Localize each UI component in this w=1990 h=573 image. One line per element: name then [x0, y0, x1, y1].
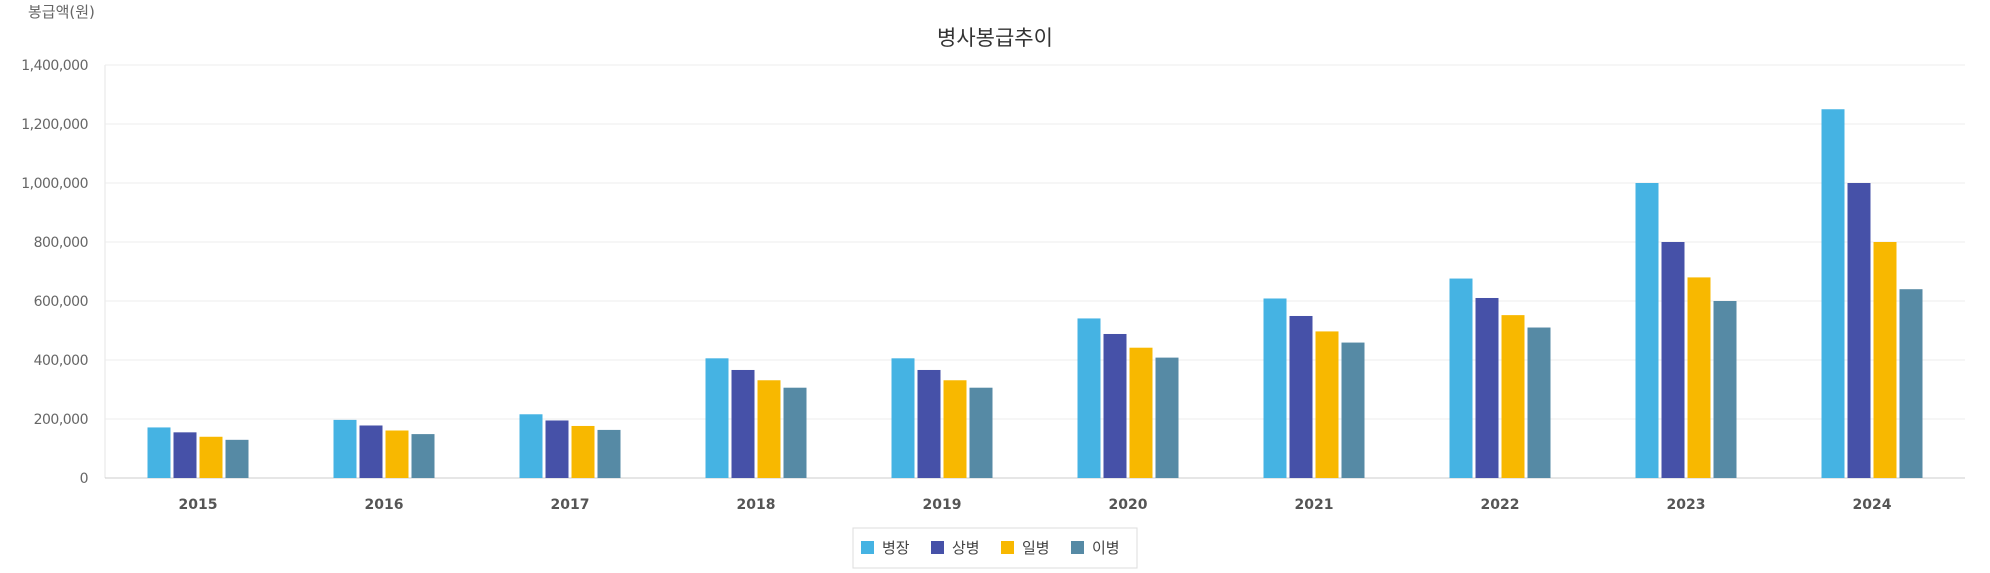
- bar-이병-2021: [1341, 342, 1365, 478]
- bar-상병-2021: [1289, 315, 1313, 478]
- chart-title: 병사봉급추이: [937, 26, 1053, 50]
- bar-병장-2016: [333, 419, 357, 478]
- x-tick-label: 2016: [365, 497, 404, 513]
- bar-일병-2024: [1873, 242, 1897, 478]
- bar-이병-2016: [411, 434, 435, 478]
- legend-label: 일병: [1022, 539, 1050, 557]
- x-tick-label: 2022: [1481, 497, 1520, 513]
- x-tick-label: 2020: [1109, 497, 1148, 513]
- legend-label: 병장: [882, 539, 910, 557]
- bar-상병-2024: [1847, 183, 1871, 478]
- bar-이병-2018: [783, 387, 807, 478]
- bar-이병-2022: [1527, 327, 1551, 478]
- x-tick-label: 2015: [179, 497, 218, 513]
- bar-이병-2023: [1713, 301, 1737, 478]
- bar-상병-2017: [545, 420, 569, 478]
- bar-상병-2019: [917, 369, 941, 478]
- y-tick-label: 600,000: [34, 294, 88, 310]
- legend-swatch-일병: [1001, 541, 1014, 554]
- bar-이병-2017: [597, 429, 621, 478]
- y-tick-label: 800,000: [34, 235, 88, 251]
- bar-상병-2023: [1661, 242, 1685, 478]
- bar-병장-2015: [147, 427, 171, 478]
- bar-일병-2016: [385, 430, 409, 478]
- bar-일병-2018: [757, 380, 781, 478]
- bar-상병-2015: [173, 432, 197, 478]
- x-tick-label: 2023: [1667, 497, 1706, 513]
- bar-일병-2017: [571, 425, 595, 478]
- legend-swatch-병장: [861, 541, 874, 554]
- y-tick-label: 1,000,000: [21, 176, 88, 192]
- bar-병장-2020: [1077, 318, 1101, 478]
- bar-병장-2021: [1263, 298, 1287, 478]
- x-tick-label: 2019: [923, 497, 962, 513]
- bar-상병-2018: [731, 369, 755, 478]
- bar-일병-2020: [1129, 347, 1153, 478]
- bar-이병-2020: [1155, 357, 1179, 478]
- y-tick-label: 1,400,000: [21, 58, 88, 74]
- bar-일병-2021: [1315, 331, 1339, 478]
- bar-상병-2022: [1475, 297, 1499, 478]
- bar-상병-2020: [1103, 333, 1127, 478]
- x-tick-label: 2021: [1295, 497, 1334, 513]
- bar-병장-2017: [519, 414, 543, 478]
- bar-병장-2018: [705, 358, 729, 478]
- grid-lines: [104, 64, 1965, 479]
- bar-상병-2016: [359, 425, 383, 478]
- bar-이병-2024: [1899, 289, 1923, 478]
- bar-일병-2022: [1501, 315, 1525, 478]
- bar-이병-2019: [969, 387, 993, 478]
- bar-일병-2019: [943, 380, 967, 478]
- y-axis-label: 봉급액(원): [28, 3, 95, 21]
- x-tick-label: 2017: [551, 497, 590, 513]
- legend-box: [852, 527, 1138, 569]
- legend-swatch-상병: [931, 541, 944, 554]
- bar-이병-2015: [225, 439, 249, 478]
- legend-label: 이병: [1092, 539, 1120, 557]
- y-tick-label: 200,000: [34, 412, 88, 428]
- bar-병장-2023: [1635, 183, 1659, 478]
- y-tick-label: 400,000: [34, 353, 88, 369]
- bar-일병-2015: [199, 436, 223, 478]
- x-tick-label: 2024: [1853, 497, 1892, 513]
- y-tick-label: 0: [80, 471, 88, 487]
- bar-일병-2023: [1687, 277, 1711, 478]
- x-tick-label: 2018: [737, 497, 776, 513]
- legend-swatch-이병: [1071, 541, 1084, 554]
- y-tick-label: 1,200,000: [21, 117, 88, 133]
- axis-ticks: 0 200,000 400,000 600,000 800,000 1,000,000 1,…: [21, 58, 1892, 513]
- bars: [147, 109, 1923, 478]
- legend-label: 상병: [952, 539, 980, 557]
- bar-병장-2024: [1821, 109, 1845, 478]
- bar-병장-2019: [891, 358, 915, 478]
- legend: 병장 상병 일병 이병: [852, 527, 1138, 569]
- bar-병장-2022: [1449, 278, 1473, 478]
